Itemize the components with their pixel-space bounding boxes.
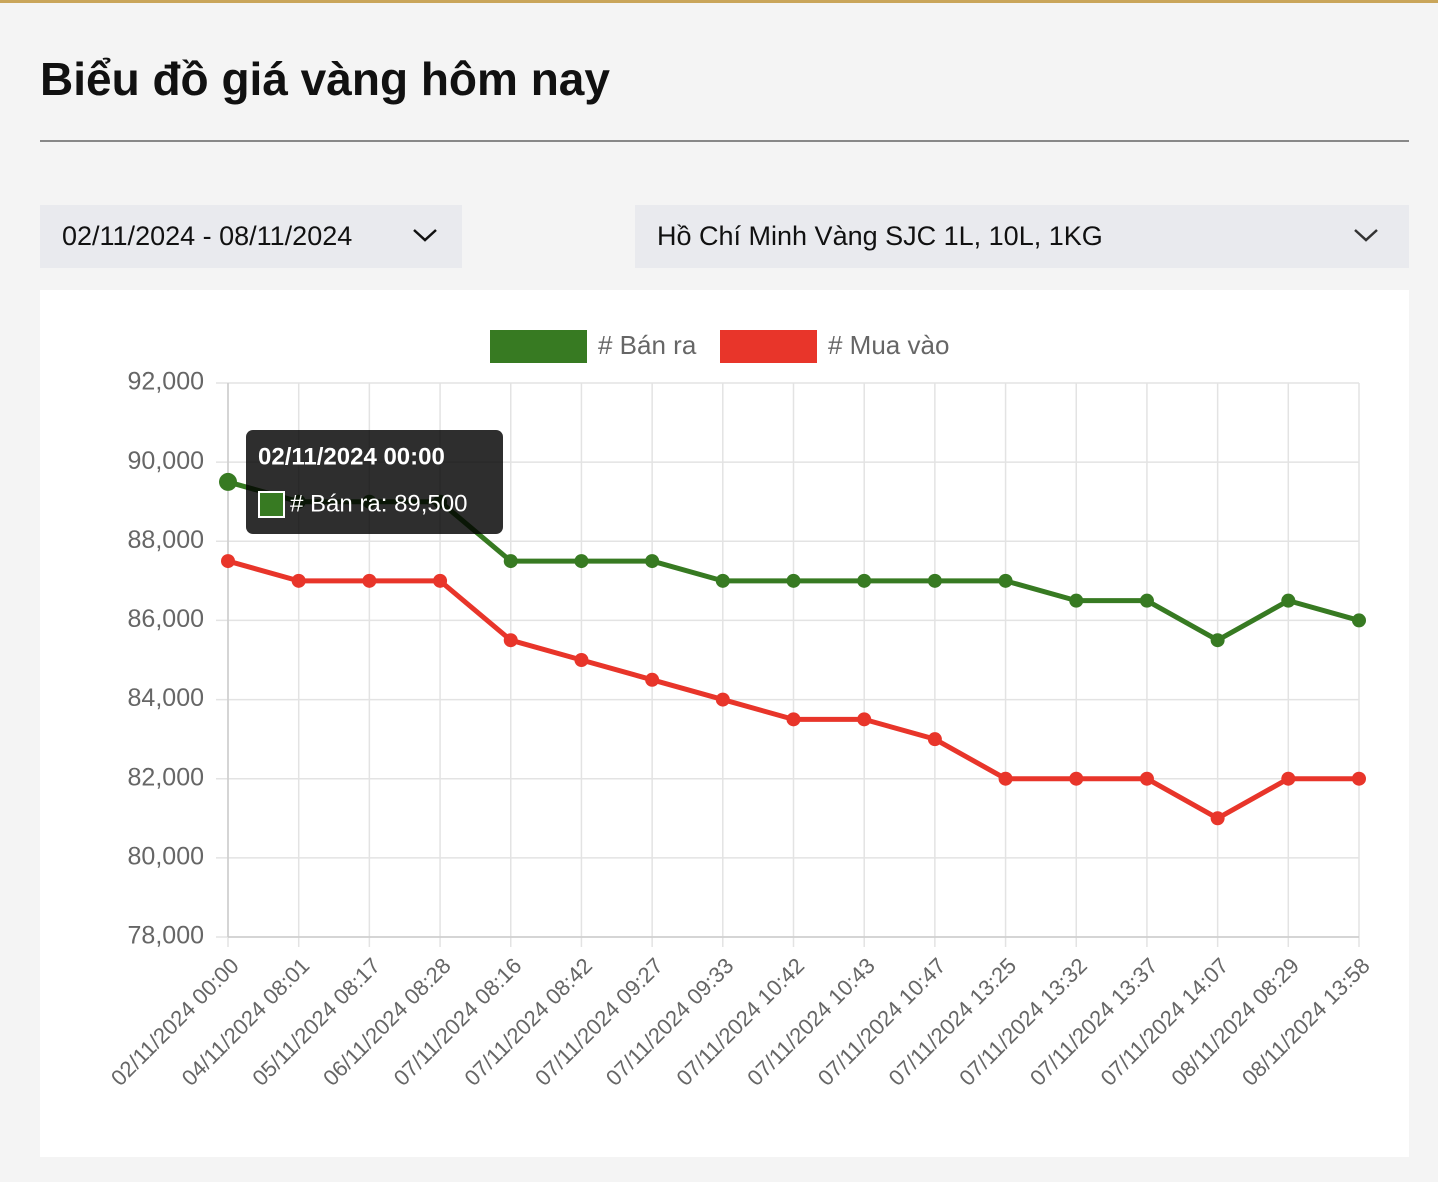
x-tick-label: 02/11/2024 00:00 bbox=[106, 953, 244, 1091]
y-tick-label: 88,000 bbox=[128, 526, 204, 554]
x-tick-label: 07/11/2024 10:42 bbox=[672, 953, 810, 1091]
data-point bbox=[857, 712, 872, 727]
date-range-text: 02/11/2024 - 08/11/2024 bbox=[62, 221, 353, 251]
x-tick-label: 05/11/2024 08:17 bbox=[247, 953, 385, 1091]
data-point bbox=[291, 573, 306, 588]
y-tick-label: 80,000 bbox=[128, 842, 204, 870]
data-point bbox=[1281, 593, 1296, 608]
data-point bbox=[786, 573, 801, 588]
x-tick-label: 07/11/2024 13:37 bbox=[1025, 953, 1163, 1091]
data-point bbox=[645, 554, 660, 569]
x-tick-label: 07/11/2024 14:07 bbox=[1096, 953, 1234, 1091]
top-border bbox=[0, 0, 1438, 3]
data-point bbox=[715, 573, 730, 588]
data-point bbox=[857, 573, 872, 588]
data-point bbox=[1210, 633, 1225, 648]
data-point bbox=[221, 554, 235, 569]
data-point bbox=[786, 712, 801, 727]
tooltip-swatch bbox=[258, 491, 285, 518]
data-point bbox=[645, 672, 660, 687]
data-point bbox=[715, 692, 730, 707]
data-point bbox=[219, 472, 237, 491]
tooltip-box bbox=[246, 430, 503, 534]
x-tick-label: 07/11/2024 13:32 bbox=[954, 953, 1092, 1091]
data-point bbox=[362, 573, 377, 588]
x-tick-label: 07/11/2024 10:47 bbox=[813, 953, 951, 1091]
data-point bbox=[503, 633, 518, 648]
data-point bbox=[574, 554, 589, 569]
legend-label: # Mua vào bbox=[828, 330, 949, 360]
data-point bbox=[574, 653, 589, 667]
x-tick-label: 06/11/2024 08:28 bbox=[318, 953, 456, 1091]
y-tick-label: 78,000 bbox=[128, 922, 204, 950]
data-point bbox=[1210, 811, 1225, 826]
date-range-select[interactable]: 02/11/2024 - 08/11/2024 bbox=[40, 205, 462, 268]
x-tick-label: 07/11/2024 08:42 bbox=[459, 953, 597, 1091]
chevron bbox=[1354, 229, 1378, 242]
data-point bbox=[1352, 771, 1366, 786]
y-tick-label: 82,000 bbox=[128, 763, 204, 791]
x-tick-label: 04/11/2024 08:01 bbox=[177, 953, 315, 1091]
x-tick-label: 07/11/2024 09:27 bbox=[530, 953, 668, 1091]
legend-label: # Bán ra bbox=[598, 330, 697, 360]
data-point bbox=[998, 771, 1013, 786]
y-tick-label: 86,000 bbox=[128, 605, 204, 633]
product-text: Hồ Chí Minh Vàng SJC 1L, 10L, 1KG bbox=[657, 221, 1103, 251]
chevron bbox=[413, 229, 437, 242]
x-tick-label: 07/11/2024 09:33 bbox=[601, 953, 739, 1091]
x-tick-label: 07/11/2024 08:16 bbox=[389, 953, 527, 1091]
x-tick-label: 07/11/2024 10:43 bbox=[742, 953, 880, 1091]
product-select[interactable]: Hồ Chí Minh Vàng SJC 1L, 10L, 1KG bbox=[635, 205, 1409, 268]
y-tick-label: 90,000 bbox=[128, 447, 204, 475]
data-point bbox=[1281, 771, 1296, 786]
data-point bbox=[1069, 593, 1084, 608]
x-tick-label: 08/11/2024 08:29 bbox=[1166, 953, 1304, 1091]
data-point bbox=[1352, 613, 1366, 628]
legend-swatch bbox=[720, 330, 817, 363]
data-point bbox=[927, 732, 942, 747]
tooltip-title: 02/11/2024 00:00 bbox=[258, 443, 445, 470]
page-title: Biểu đồ giá vàng hôm nay bbox=[40, 53, 610, 105]
x-tick-label: 07/11/2024 13:25 bbox=[884, 953, 1022, 1091]
y-tick-label: 92,000 bbox=[128, 368, 204, 396]
divider bbox=[40, 140, 1409, 142]
legend-swatch bbox=[490, 330, 587, 363]
x-tick-label: 08/11/2024 13:58 bbox=[1237, 953, 1375, 1091]
data-point bbox=[1139, 771, 1154, 786]
data-point bbox=[433, 573, 448, 588]
data-point bbox=[503, 554, 518, 569]
y-tick-label: 84,000 bbox=[128, 684, 204, 712]
data-point bbox=[1139, 593, 1154, 608]
data-point bbox=[1069, 771, 1084, 786]
tooltip-label: # Bán ra: 89,500 bbox=[290, 490, 467, 517]
data-point bbox=[998, 573, 1013, 588]
data-point bbox=[927, 573, 942, 588]
